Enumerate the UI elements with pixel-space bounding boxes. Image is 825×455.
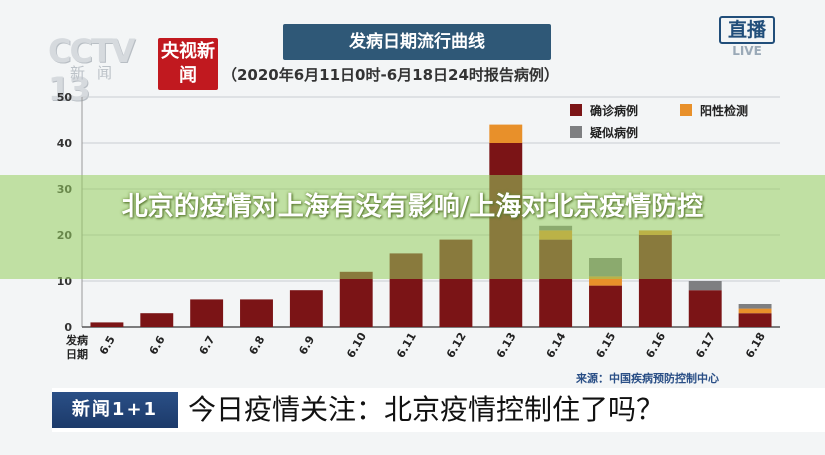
caption-overlay — [0, 175, 825, 279]
chart-title: 发病日期流行曲线 — [283, 24, 551, 60]
x-tick-label: 6.16 — [643, 330, 668, 360]
legend-label: 疑似病例 — [590, 125, 638, 140]
cctv-logo: CCTV 13 新闻 — [48, 32, 153, 108]
live-badge: 直播 LIVE — [719, 16, 775, 58]
bar-确诊病例 — [190, 299, 224, 327]
bar-疑似病例 — [688, 281, 722, 291]
bar-确诊病例 — [90, 322, 124, 327]
lower-third-headline: 今日疫情关注：北京疫情控制住了吗？ — [188, 393, 665, 426]
bar-阳性检测 — [489, 124, 523, 143]
legend-label: 确诊病例 — [590, 103, 638, 118]
live-badge-text: 直播 — [719, 16, 775, 44]
chart-subtitle: （2020年6月11日0时-6月18日24时报告病例） — [222, 66, 559, 84]
x-tick-label: 6.6 — [147, 333, 168, 357]
legend-label: 阳性检测 — [700, 103, 748, 118]
lower-third-bar — [52, 388, 825, 432]
bar-确诊病例 — [240, 299, 273, 327]
caption-overlay-text: 北京的疫情对上海有没有影响/上海对北京疫情防控 — [121, 192, 704, 222]
bar-确诊病例 — [738, 313, 772, 327]
x-tick-label: 6.5 — [97, 334, 118, 357]
legend-swatch — [570, 126, 582, 138]
x-tick-label: 6.17 — [693, 330, 718, 360]
bar-确诊病例 — [289, 290, 323, 327]
x-tick-label: 6.7 — [197, 334, 218, 357]
x-axis-label: 发病 — [65, 333, 88, 347]
x-axis-label-line2: 日期 — [66, 347, 88, 361]
x-tick-label: 6.8 — [246, 334, 267, 357]
cctv-logo-text: CCTV 13 — [48, 32, 136, 108]
x-tick-label: 6.12 — [444, 330, 469, 360]
bar-阳性检测 — [738, 308, 772, 314]
bar-疑似病例 — [738, 304, 772, 309]
x-tick-label: 6.18 — [743, 330, 768, 360]
bar-确诊病例 — [339, 271, 373, 327]
x-tick-label: 6.11 — [394, 330, 419, 360]
data-source: 来源：中国疾病预防控制中心 — [576, 372, 719, 385]
x-tick-label: 6.14 — [544, 330, 569, 360]
bar-确诊病例 — [589, 285, 622, 327]
program-tag: 新闻1+1 — [52, 392, 178, 428]
x-tick-label: 6.9 — [296, 334, 317, 357]
cctv-news-badge: 央视新闻 — [158, 38, 218, 90]
bar-确诊病例 — [140, 313, 174, 327]
y-tick-label: 40 — [57, 137, 73, 150]
bar-阳性检测 — [589, 276, 622, 286]
live-badge-sub: LIVE — [732, 44, 762, 58]
x-tick-label: 6.10 — [344, 330, 369, 360]
x-tick-label: 6.13 — [494, 330, 519, 360]
x-tick-label: 6.15 — [594, 330, 619, 360]
legend-swatch — [570, 104, 582, 116]
cctv-logo-sub: 新闻 — [70, 64, 125, 82]
y-tick-label: 50 — [57, 91, 73, 104]
bar-确诊病例 — [688, 290, 722, 327]
legend-swatch — [680, 104, 692, 116]
y-tick-label: 0 — [64, 321, 72, 334]
